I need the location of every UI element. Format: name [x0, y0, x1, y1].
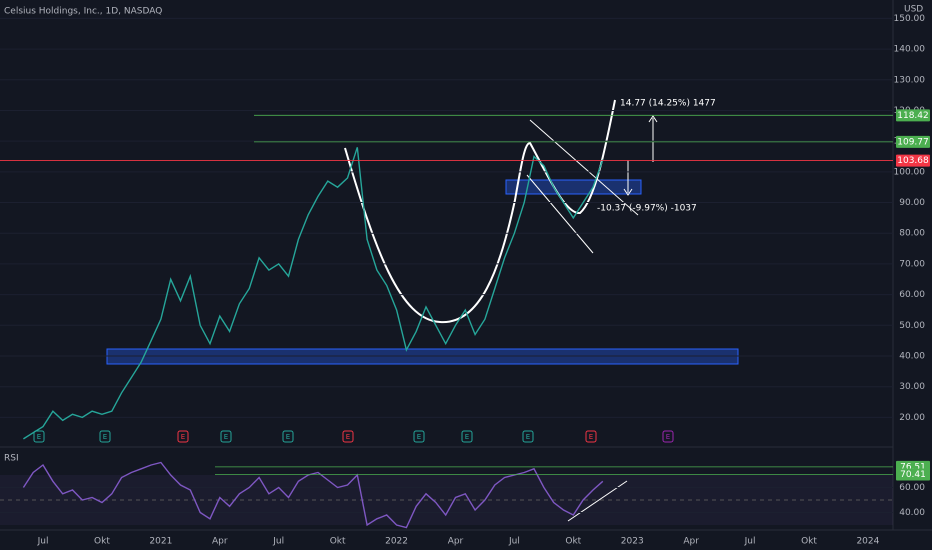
earnings-label: E: [666, 433, 670, 441]
earnings-badge: [522, 430, 534, 443]
level-label: 103.68: [897, 156, 929, 166]
annotation: 14.77 (14.25%) 1477: [620, 99, 716, 109]
earnings-label: E: [465, 433, 469, 441]
annotation: -10.37 (-9.97%) -1037: [597, 204, 697, 214]
y-tick-label: 50.00: [899, 321, 925, 331]
arrow-head: [623, 188, 633, 196]
y-tick-label: 150.00: [894, 14, 926, 24]
y-tick-label: 130.00: [894, 75, 926, 85]
rsi-title: RSI: [4, 454, 19, 464]
level-badge: [896, 109, 930, 122]
x-tick-label: Jul: [272, 537, 284, 547]
level-badge: [896, 135, 930, 148]
earnings-label: E: [417, 433, 421, 441]
y-tick-label: 90.00: [899, 198, 925, 208]
x-tick-label: 2021: [149, 537, 172, 547]
price-line: [22, 461, 604, 529]
y-tick-label: 20.00: [899, 413, 925, 423]
earnings-badge: [461, 430, 473, 443]
x-tick-label: Okt: [94, 537, 110, 547]
earnings-label: E: [286, 433, 290, 441]
chart-title: Celsius Holdings, Inc., 1D, NASDAQ: [4, 7, 162, 17]
x-tick-label: Apr: [212, 537, 228, 547]
earnings-badge: [177, 430, 189, 443]
x-tick-label: 2024: [856, 537, 879, 547]
y-tick-label: 60.00: [899, 290, 925, 300]
y-tick-label: 140.00: [894, 45, 926, 55]
y-tick-label: 60.00: [899, 483, 925, 493]
arrow-head: [648, 115, 658, 123]
x-tick-label: 2023: [621, 537, 644, 547]
y-tick-label: 30.00: [899, 382, 925, 392]
y-tick-label: 80.00: [899, 229, 925, 239]
level-label: 118.42: [897, 111, 929, 121]
earnings-badge: [585, 430, 597, 443]
level-label: 70.41: [900, 470, 926, 480]
earnings-badge: [33, 430, 45, 443]
currency: USD: [904, 5, 923, 15]
price-line: [23, 147, 604, 440]
earnings-badge: [662, 430, 674, 443]
earnings-label: E: [224, 433, 228, 441]
x-tick-label: Okt: [330, 537, 346, 547]
earnings-badge: [342, 430, 354, 443]
y-tick-label: 70.00: [899, 259, 925, 269]
cup-handle-curve: [344, 99, 616, 324]
earnings-label: E: [103, 433, 107, 441]
x-tick-label: Jul: [37, 537, 49, 547]
earnings-label: E: [526, 433, 530, 441]
x-tick-label: Jul: [508, 537, 520, 547]
earnings-badge: [99, 430, 111, 443]
y-tick-label: 40.00: [899, 508, 925, 518]
x-tick-label: Apr: [683, 537, 699, 547]
channel-line: [529, 119, 639, 216]
x-tick-label: Jul: [744, 537, 756, 547]
earnings-badge: [413, 430, 425, 443]
earnings-label: E: [181, 433, 185, 441]
level-label: 76.51: [900, 462, 926, 472]
earnings-label: E: [589, 433, 593, 441]
level-badge: [896, 468, 930, 481]
rsi-band: [0, 475, 893, 525]
level-label: 109.77: [897, 137, 929, 147]
earnings-badge: [220, 430, 232, 443]
earnings-label: E: [37, 433, 41, 441]
y-tick-label: 100.00: [894, 167, 926, 177]
earnings-label: E: [346, 433, 350, 441]
channel-line: [526, 174, 594, 254]
x-tick-label: Okt: [565, 537, 581, 547]
x-tick-label: Apr: [448, 537, 464, 547]
earnings-badge: [282, 430, 294, 443]
x-tick-label: 2022: [385, 537, 408, 547]
y-tick-label: 40.00: [899, 352, 925, 362]
x-tick-label: Okt: [801, 537, 817, 547]
level-badge: [896, 154, 930, 167]
